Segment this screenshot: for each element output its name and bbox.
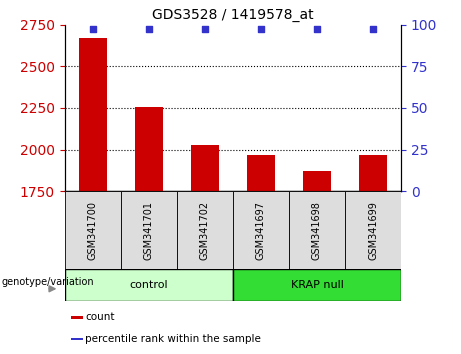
Bar xyxy=(247,155,275,191)
Text: GSM341700: GSM341700 xyxy=(88,201,98,259)
Bar xyxy=(345,191,401,269)
Bar xyxy=(233,191,289,269)
Bar xyxy=(65,191,121,269)
Bar xyxy=(65,269,233,301)
Bar xyxy=(233,269,401,301)
Bar xyxy=(289,191,345,269)
Point xyxy=(369,26,377,32)
Bar xyxy=(303,171,331,191)
Point xyxy=(145,26,152,32)
Text: GSM341702: GSM341702 xyxy=(200,200,210,260)
Text: GSM341701: GSM341701 xyxy=(144,201,154,259)
Text: percentile rank within the sample: percentile rank within the sample xyxy=(85,334,261,344)
Title: GDS3528 / 1419578_at: GDS3528 / 1419578_at xyxy=(152,8,313,22)
Text: GSM341698: GSM341698 xyxy=(312,201,322,259)
Point xyxy=(257,26,265,32)
Text: count: count xyxy=(85,312,115,322)
Bar xyxy=(71,316,83,319)
Text: genotype/variation: genotype/variation xyxy=(1,277,94,287)
Point xyxy=(313,26,321,32)
Point xyxy=(201,26,208,32)
Bar xyxy=(359,155,387,191)
Text: GSM341697: GSM341697 xyxy=(256,201,266,259)
Bar xyxy=(135,107,163,191)
Point xyxy=(89,26,96,32)
Text: KRAP null: KRAP null xyxy=(290,280,343,290)
Bar xyxy=(191,144,219,191)
Bar xyxy=(177,191,233,269)
Bar xyxy=(121,191,177,269)
Bar xyxy=(78,38,106,191)
Text: control: control xyxy=(130,280,168,290)
Text: GSM341699: GSM341699 xyxy=(368,201,378,259)
Bar xyxy=(71,338,83,340)
